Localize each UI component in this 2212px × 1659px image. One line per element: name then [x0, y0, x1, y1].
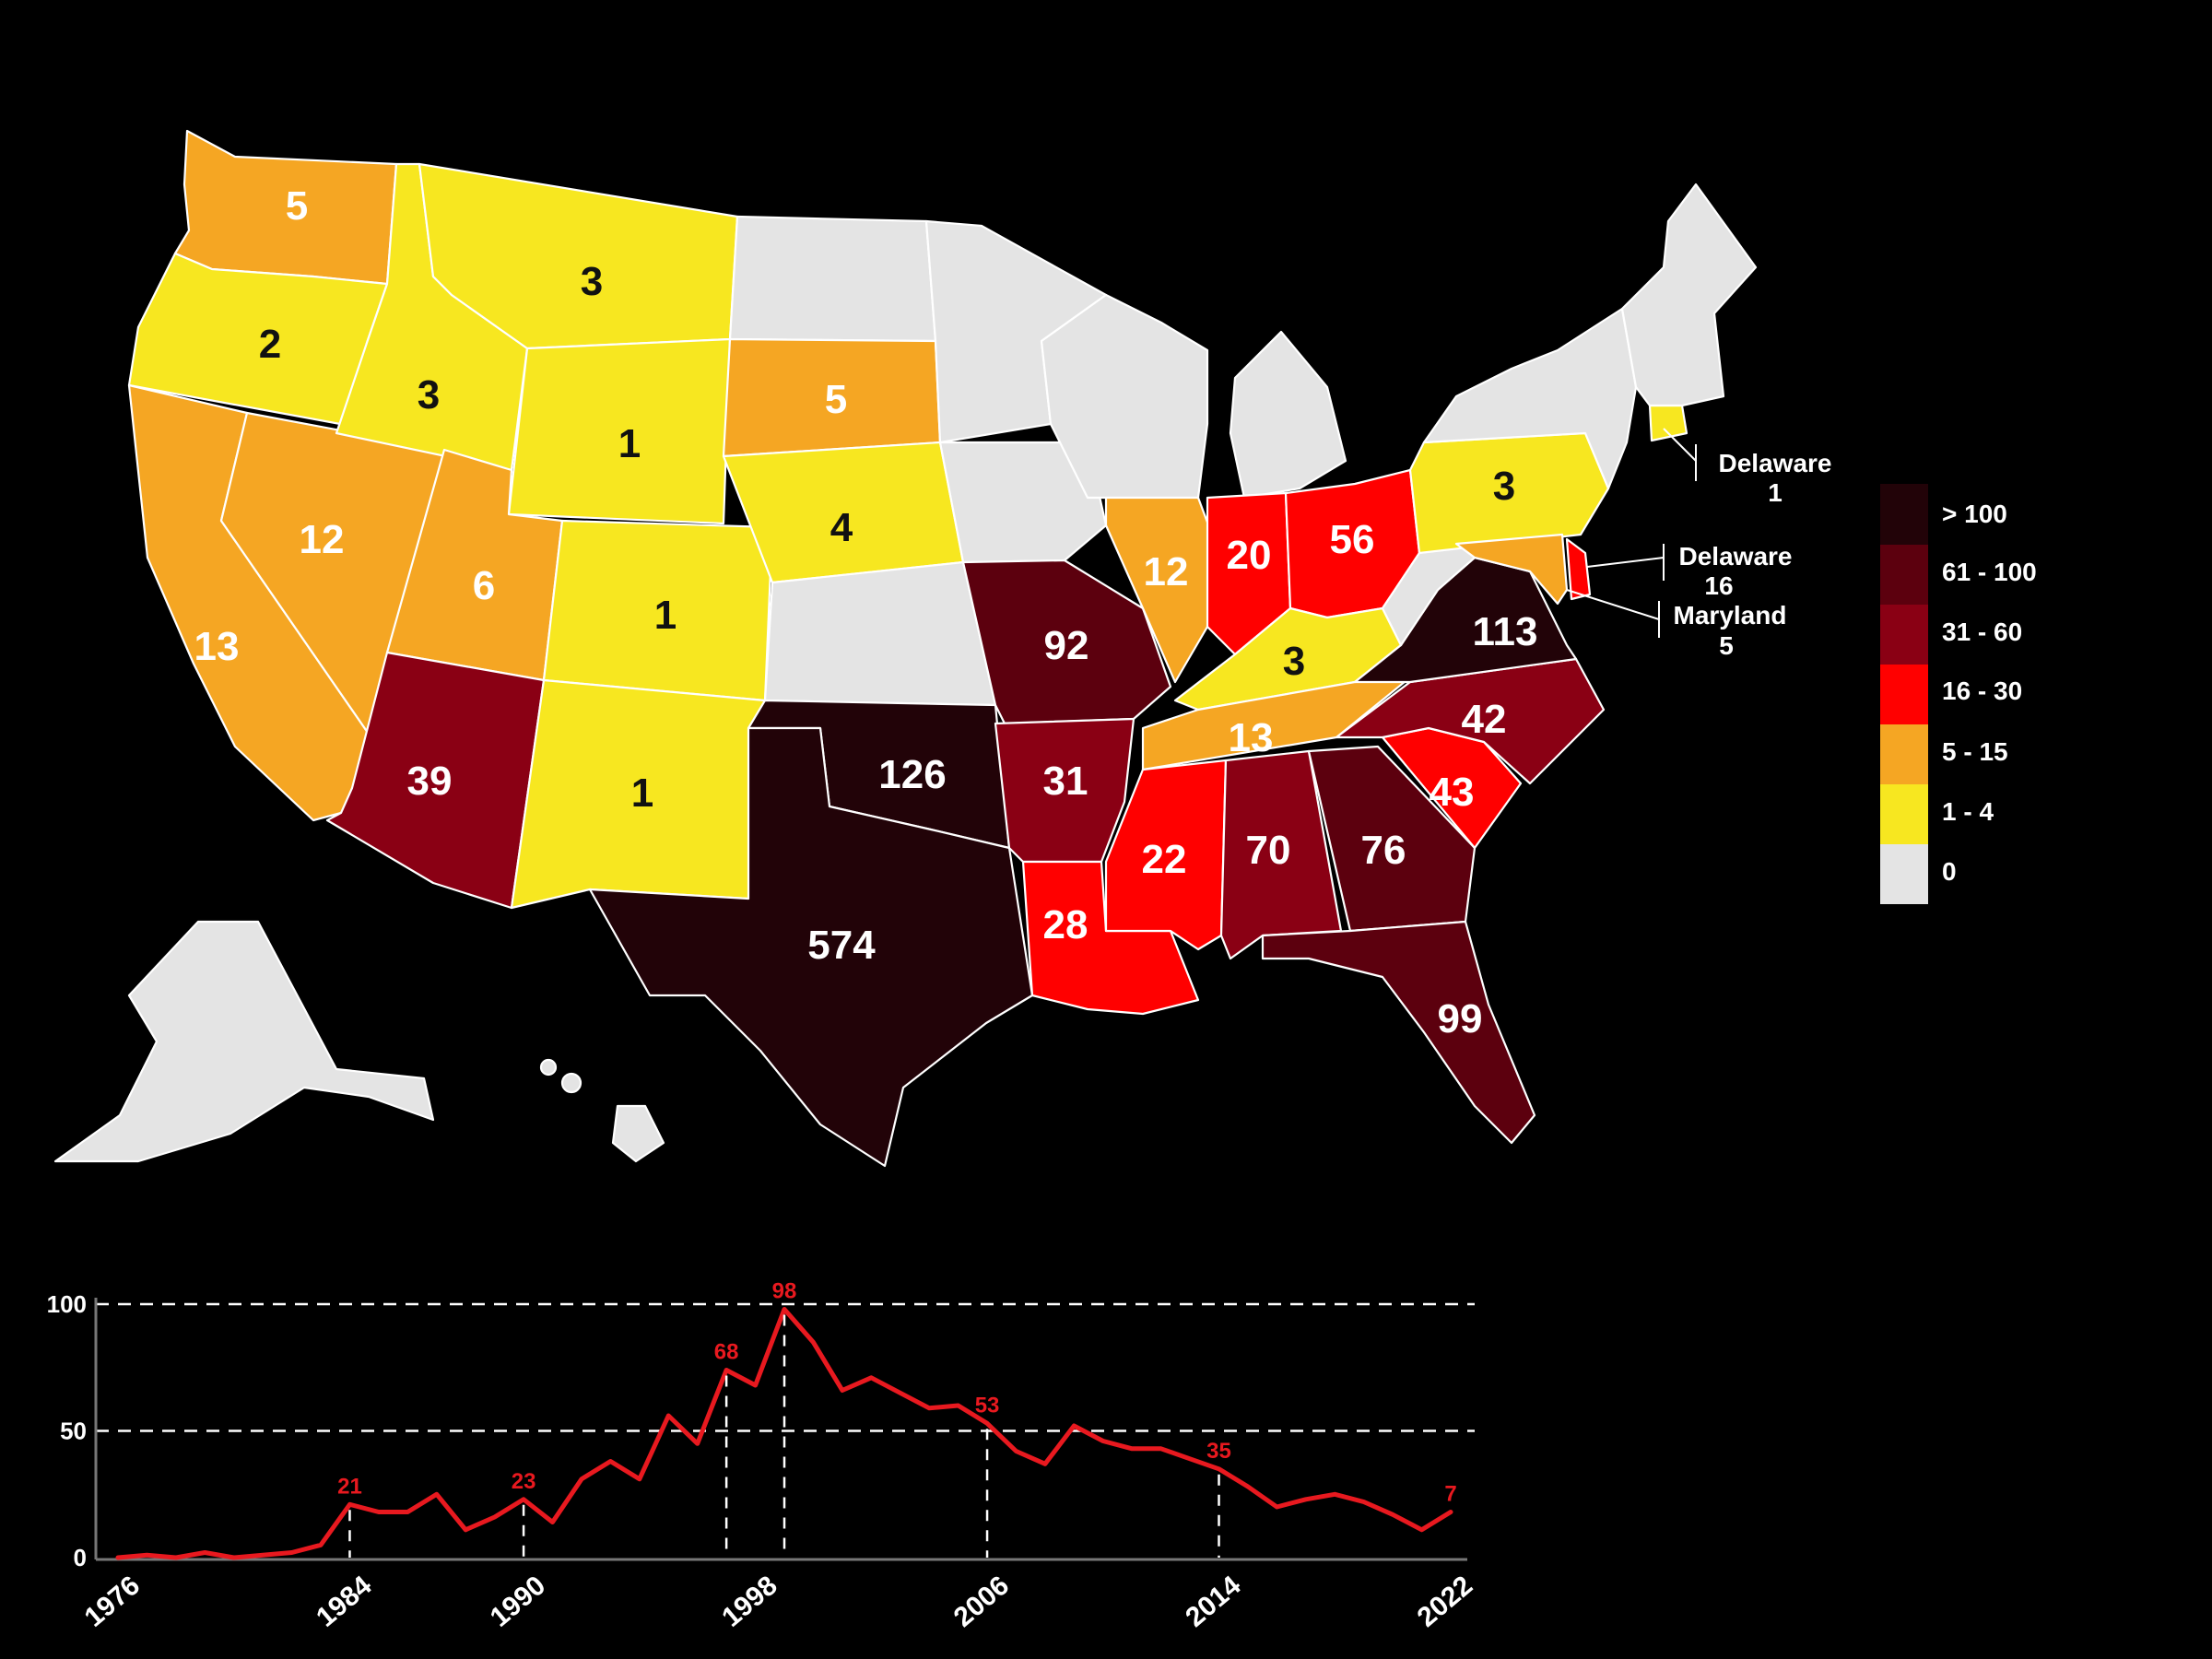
- legend-swatch: [1880, 784, 1928, 844]
- x-tick-label: 2006: [948, 1571, 1015, 1633]
- annotation-label: 53: [975, 1393, 1000, 1418]
- callout-3-name: Maryland: [1674, 601, 1787, 629]
- label-texas: 574: [807, 923, 876, 968]
- state-maryland: [1454, 533, 1569, 606]
- y-tick-label: 0: [74, 1544, 87, 1571]
- legend-swatch: [1880, 665, 1928, 724]
- label-illinois: 12: [1144, 549, 1189, 594]
- label-mississippi: 22: [1142, 837, 1187, 882]
- legend-label: 0: [1942, 857, 1957, 886]
- label-florida: 99: [1438, 996, 1483, 1041]
- hawaii-island: [560, 1072, 582, 1094]
- callout-1-value: 1: [1768, 478, 1783, 507]
- label-nebraska: 4: [830, 505, 853, 550]
- label-pennsylvania: 3: [1493, 464, 1515, 509]
- legend-label: 61 - 100: [1942, 558, 2037, 586]
- state-illinois: [1104, 496, 1214, 684]
- hawaii-island: [539, 1058, 558, 1077]
- annotation-label: 98: [772, 1279, 797, 1304]
- state-louisiana: [1021, 860, 1200, 1016]
- legend-swatch: [1880, 605, 1928, 665]
- callout-2-name: Delaware: [1679, 542, 1793, 571]
- state-hawaii: [611, 1104, 665, 1163]
- state-florida: [1261, 920, 1536, 1145]
- label-arizona: 39: [407, 759, 453, 804]
- legend-label: 1 - 4: [1942, 797, 1994, 826]
- callout-2-value: 16: [1704, 571, 1733, 600]
- label-indiana: 20: [1227, 533, 1272, 578]
- callout-line-delaware: [1586, 557, 1665, 568]
- label-new-mexico: 1: [631, 771, 653, 816]
- label-arkansas: 31: [1043, 759, 1088, 804]
- annotation-label: 23: [512, 1469, 536, 1494]
- label-kentucky: 3: [1283, 639, 1305, 684]
- x-tick-label: 2022: [1412, 1571, 1478, 1633]
- legend-label: 31 - 60: [1942, 618, 2022, 646]
- label-colorado: 1: [654, 593, 677, 638]
- label-missouri: 92: [1044, 623, 1089, 668]
- label-tennessee: 13: [1229, 715, 1274, 760]
- legend-swatch: [1880, 484, 1928, 545]
- label-georgia: 76: [1361, 828, 1406, 873]
- label-ohio: 56: [1330, 517, 1375, 562]
- legend-label: > 100: [1942, 500, 2007, 528]
- x-tick-label: 1990: [485, 1571, 551, 1633]
- x-tick-label: 1984: [311, 1570, 378, 1632]
- legend-swatch: [1880, 844, 1928, 904]
- label-wyoming: 1: [618, 421, 641, 466]
- callout-1-name: Delaware: [1719, 449, 1832, 477]
- label-louisiana: 28: [1043, 902, 1088, 947]
- state-texas: [588, 726, 1034, 1168]
- legend-swatch: [1880, 545, 1928, 605]
- state-wyoming: [507, 337, 732, 525]
- annotation-label: 35: [1206, 1439, 1231, 1464]
- label-montana: 3: [581, 259, 603, 304]
- state-alaska: [53, 920, 435, 1163]
- legend-swatch: [1880, 724, 1928, 784]
- label-oklahoma: 126: [878, 752, 946, 797]
- label-nevada: 12: [300, 517, 345, 562]
- state-delaware: [1565, 537, 1592, 601]
- state-georgia: [1307, 745, 1477, 933]
- annotation-label: 7: [1444, 1482, 1456, 1507]
- label-california: 13: [194, 624, 240, 669]
- y-tick-label: 50: [60, 1418, 87, 1445]
- label-south-dakota: 5: [825, 377, 847, 422]
- state-michigan: [1229, 330, 1347, 500]
- x-tick-label: 1998: [716, 1571, 782, 1633]
- label-virginia: 113: [1473, 609, 1538, 654]
- state-wisconsin: [1040, 293, 1209, 500]
- series-line: [115, 1307, 1453, 1560]
- x-tick-label: 1976: [79, 1571, 146, 1633]
- callout-line-maryland: [1566, 589, 1660, 620]
- state-missouri: [961, 559, 1172, 725]
- label-south-carolina: 43: [1430, 770, 1475, 815]
- legend: > 100 61 - 100 31 - 60 16 - 30 5 - 15 1 …: [1880, 484, 2037, 904]
- label-north-carolina: 42: [1462, 697, 1507, 742]
- annotation-label: 21: [337, 1474, 362, 1499]
- label-alabama: 70: [1246, 828, 1291, 873]
- callout-line-connecticut: [1663, 428, 1697, 462]
- legend-label: 16 - 30: [1942, 677, 2022, 705]
- legend-label: 5 - 15: [1942, 737, 2008, 766]
- state-new-england: [1620, 182, 1758, 407]
- label-oregon: 2: [259, 322, 281, 367]
- callout-3-value: 5: [1719, 631, 1734, 660]
- label-utah: 6: [473, 563, 495, 608]
- label-idaho: 3: [418, 372, 440, 418]
- x-tick-label: 2014: [1180, 1570, 1247, 1632]
- label-washington: 5: [286, 183, 308, 229]
- y-tick-label: 100: [47, 1290, 87, 1318]
- annotation-label: 68: [714, 1340, 739, 1365]
